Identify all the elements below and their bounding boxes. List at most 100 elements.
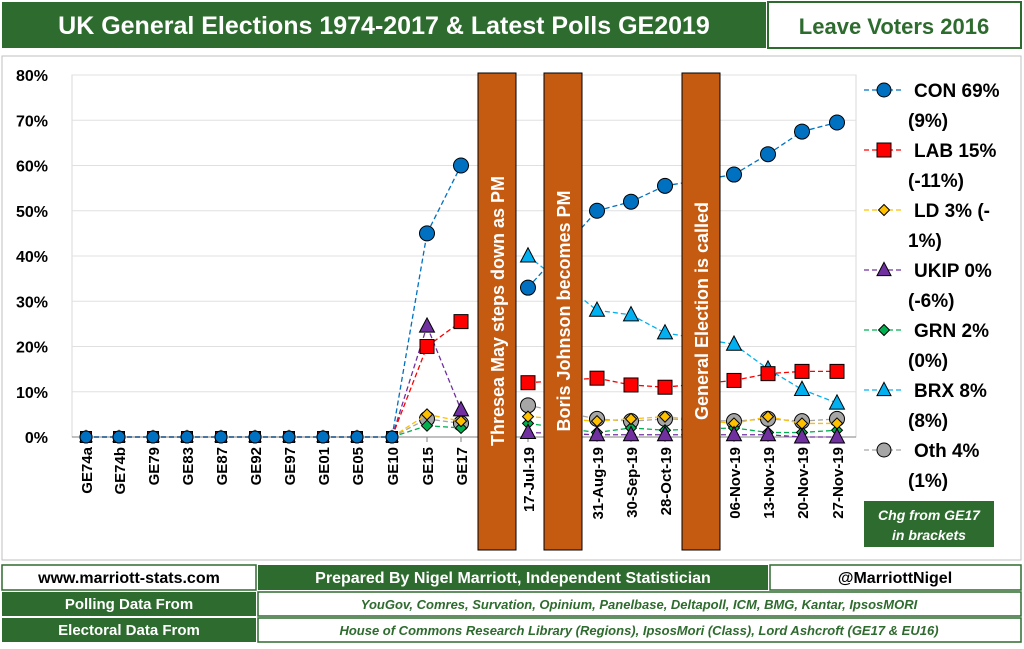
note-box bbox=[864, 501, 994, 547]
legend-marker-ld bbox=[877, 203, 891, 217]
series-line-segment bbox=[426, 165, 462, 234]
series-line-segment bbox=[391, 413, 428, 438]
data-point-con bbox=[79, 430, 93, 444]
series-line-segment bbox=[391, 233, 428, 438]
data-point-ukip bbox=[793, 427, 811, 444]
x-tick-label: 13-Nov-19 bbox=[761, 447, 778, 519]
data-point-ld bbox=[624, 412, 638, 426]
data-point-ld bbox=[658, 410, 672, 423]
legend-item-ukip: UKIP 0% (-6%) bbox=[864, 261, 992, 312]
data-point-con bbox=[248, 430, 262, 444]
data-point-brx bbox=[725, 334, 743, 351]
series-line-segment bbox=[801, 121, 838, 133]
data-point-ld bbox=[420, 408, 434, 421]
x-tick-label: GE74a bbox=[79, 446, 96, 493]
data-point-con bbox=[726, 166, 742, 183]
legend: CON 69% (9%) LAB 15% (-11%) LD 3% (- 1%) UKIP … bbox=[864, 81, 1000, 492]
legend-marker-grn bbox=[877, 323, 891, 337]
legend-item-lab: LAB 15% (-11%) bbox=[864, 141, 996, 192]
legend-marker-lab bbox=[876, 142, 892, 158]
x-tick-label: GE83 bbox=[180, 447, 197, 485]
annotation-bar bbox=[543, 72, 583, 551]
series-line-segment bbox=[733, 343, 769, 370]
footer-website: www.marriott-stats.com bbox=[37, 570, 220, 587]
series-line-segment bbox=[733, 427, 769, 434]
legend-label: (0%) bbox=[908, 351, 948, 372]
data-point-grn bbox=[420, 419, 434, 432]
x-tick-label: GE74b bbox=[112, 447, 129, 495]
annotation-label: General Election is called bbox=[692, 202, 712, 420]
legend-item-oth: Oth 4% (1%) bbox=[864, 441, 980, 492]
data-point-ukip bbox=[759, 425, 777, 442]
title-bar bbox=[2, 2, 766, 48]
data-point-ukip bbox=[622, 425, 640, 442]
x-tick-label: GE92 bbox=[248, 447, 265, 485]
chart-subtitle: Leave Voters 2016 bbox=[799, 14, 989, 39]
legend-label: UKIP 0% bbox=[914, 261, 992, 282]
legend-label: LAB 15% bbox=[914, 141, 996, 162]
series-line-segment bbox=[426, 325, 462, 411]
series-line-segment bbox=[801, 388, 838, 404]
footer-prepared-box bbox=[258, 565, 768, 590]
legend-marker-ukip bbox=[876, 261, 892, 277]
data-point-con bbox=[385, 430, 399, 444]
series-line-segment bbox=[426, 413, 462, 422]
data-point-lab bbox=[760, 366, 776, 382]
subtitle-box bbox=[767, 1, 1022, 49]
data-point-con bbox=[520, 279, 536, 296]
series-line-segment bbox=[801, 418, 838, 422]
y-tick-label: 50% bbox=[16, 204, 48, 221]
data-point-ld bbox=[454, 414, 468, 428]
data-point-ukip bbox=[725, 425, 743, 442]
x-tick-label: GE10 bbox=[385, 447, 402, 485]
legend-label: CON 69% bbox=[914, 81, 1000, 102]
legend-label: LD 3% (- bbox=[914, 201, 990, 222]
series-line-segment bbox=[596, 427, 632, 434]
data-point-ukip bbox=[452, 400, 470, 417]
data-point-brx bbox=[519, 246, 537, 263]
legend-label: (-6%) bbox=[908, 291, 954, 312]
legend-label: (1%) bbox=[908, 471, 948, 492]
series-line-segment bbox=[596, 201, 632, 212]
legend-label: BRX 8% bbox=[914, 381, 987, 402]
legend-label: (9%) bbox=[908, 111, 948, 132]
series-line-segment bbox=[630, 185, 666, 203]
legend-label: 1%) bbox=[908, 231, 942, 252]
x-tick-label: 27-Nov-19 bbox=[830, 447, 847, 519]
x-tick-label: 20-Nov-19 bbox=[795, 447, 812, 519]
legend-label: Oth 4% bbox=[914, 441, 980, 462]
data-point-brx bbox=[656, 323, 674, 340]
annotation-bar bbox=[477, 72, 517, 551]
data-point-ld bbox=[761, 410, 775, 423]
data-point-con bbox=[282, 430, 296, 444]
chart-title: UK General Elections 1974-2017 & Latest … bbox=[58, 12, 710, 40]
footer-polling-sources-box bbox=[257, 591, 1022, 617]
x-tick-label: GE01 bbox=[316, 447, 333, 485]
y-tick-label: 70% bbox=[16, 113, 48, 130]
y-tick-label: 60% bbox=[16, 159, 48, 176]
footer-electoral-label: Electoral Data From bbox=[58, 622, 200, 639]
data-point-con bbox=[146, 430, 160, 444]
annotation-bar bbox=[681, 72, 721, 551]
legend-label: GRN 2% bbox=[914, 321, 989, 342]
data-point-lab bbox=[453, 314, 469, 330]
data-point-lab bbox=[657, 379, 673, 395]
data-point-lab bbox=[623, 377, 639, 393]
note-line-2: in brackets bbox=[892, 527, 966, 543]
data-point-con bbox=[794, 123, 810, 140]
footer-twitter: @MarriottNigel bbox=[838, 570, 952, 587]
data-point-con bbox=[112, 430, 126, 444]
footer-website-box bbox=[1, 564, 257, 591]
y-tick-label: 20% bbox=[16, 340, 48, 357]
data-point-ld bbox=[521, 410, 535, 423]
x-tick-label: 31-Aug-19 bbox=[590, 447, 607, 520]
legend-marker-brx bbox=[876, 381, 892, 397]
x-axis: GE74a GE74b GE79 GE83 GE87 GE92 GE97 GE01 GE05 GE… bbox=[79, 437, 847, 520]
series-line-segment bbox=[801, 429, 838, 434]
footer-twitter-box bbox=[769, 564, 1022, 591]
x-tick-label: 30-Sep-19 bbox=[624, 447, 641, 518]
footer-electoral-sources-box bbox=[257, 617, 1022, 643]
data-point-con bbox=[657, 177, 673, 194]
legend-item-brx: BRX 8% (8%) bbox=[864, 381, 987, 432]
